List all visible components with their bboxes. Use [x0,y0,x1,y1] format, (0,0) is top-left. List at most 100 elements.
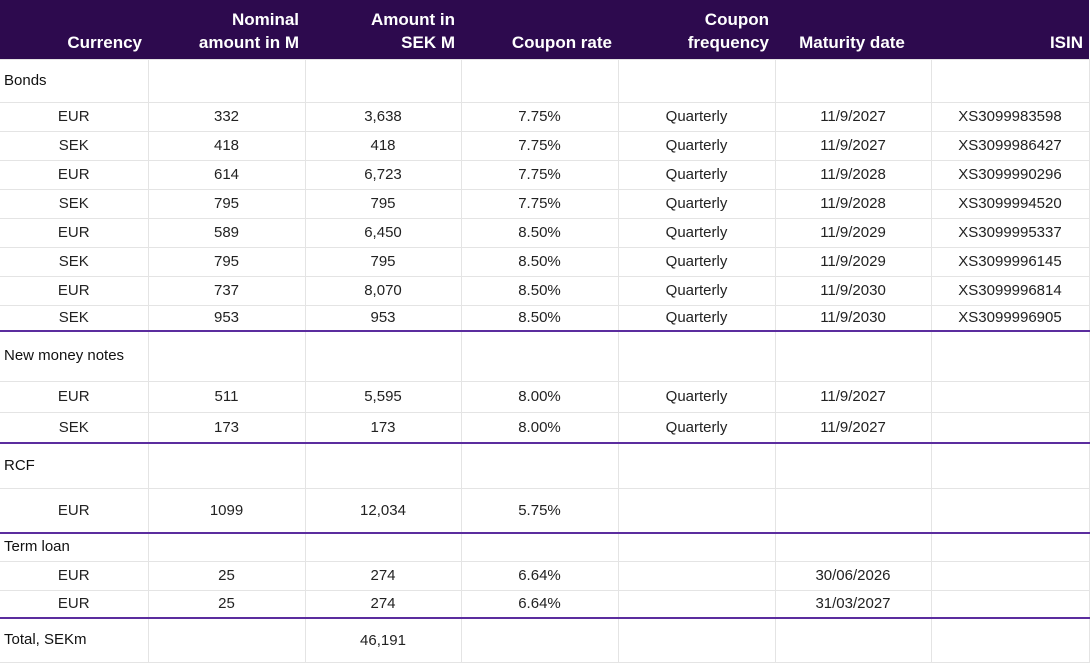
empty-cell [617,58,776,103]
cell-isin: XS3099983598 [930,101,1090,132]
cell-coupon-rate: 8.00% [460,380,619,413]
cell-coupon-frequency: Quarterly [617,275,776,306]
cell-currency: EUR [0,217,149,248]
header-currency: Currency [67,32,142,52]
cell-nominal: 795 [147,246,306,277]
cell-isin [930,560,1090,591]
empty-cell [774,532,932,562]
table-row: SEK 953 953 8.50% Quarterly 11/9/2030 XS309999… [0,304,1090,332]
table-row: EUR 1099 12,034 5.75% [0,487,1090,534]
cell-nominal: 953 [147,304,306,332]
cell-coupon-frequency [617,589,776,619]
cell-currency: SEK [0,130,149,161]
empty-cell [460,330,619,382]
cell-nominal: 173 [147,411,306,444]
empty-cell [147,58,306,103]
cell-sek: 274 [304,589,462,619]
table-row: SEK 795 795 7.75% Quarterly 11/9/2028 XS309999… [0,188,1090,219]
cell-isin: XS3099996814 [930,275,1090,306]
cell-maturity: 11/9/2027 [774,380,932,413]
header-row: Currency Nominal amount in M Amount in S… [0,0,1089,59]
cell-currency: EUR [0,487,149,534]
cell-sek: 12,034 [304,487,462,534]
cell-coupon-rate: 6.64% [460,589,619,619]
total-row: Total, SEKm 46,191 [0,617,1090,663]
header-coupon-frequency: Coupon frequency [687,9,769,52]
cell-coupon-rate: 8.50% [460,246,619,277]
header-maturity: Maturity date [799,32,905,52]
cell-currency: SEK [0,188,149,219]
cell-coupon-rate: 8.50% [460,217,619,248]
table-row: EUR 511 5,595 8.00% Quarterly 11/9/2027 [0,380,1090,413]
cell-isin [930,487,1090,534]
cell-coupon-frequency: Quarterly [617,411,776,444]
cell-coupon-rate: 8.50% [460,275,619,306]
empty-cell [774,442,932,489]
cell-maturity: 31/03/2027 [774,589,932,619]
cell-isin: XS3099994520 [930,188,1090,219]
cell-nominal: 1099 [147,487,306,534]
empty-cell [304,58,462,103]
cell-coupon-frequency: Quarterly [617,188,776,219]
cell-nominal: 511 [147,380,306,413]
cell-currency: EUR [0,159,149,190]
cell-isin: XS3099995337 [930,217,1090,248]
cell-coupon-rate: 6.64% [460,560,619,591]
cell-maturity [774,487,932,534]
header-coupon-rate: Coupon rate [511,32,612,52]
empty-cell [930,532,1090,562]
cell-coupon-frequency: Quarterly [617,304,776,332]
table-row: SEK 795 795 8.50% Quarterly 11/9/2029 XS309999… [0,246,1090,277]
header-sek: Amount in SEK M [370,9,455,52]
cell-isin: XS3099990296 [930,159,1090,190]
empty-cell [930,442,1090,489]
table-row: EUR 332 3,638 7.75% Quarterly 11/9/2027 XS3099… [0,101,1090,132]
cell-maturity: 11/9/2027 [774,130,932,161]
total-sek: 46,191 [304,617,462,663]
cell-isin: XS3099996145 [930,246,1090,277]
cell-maturity: 11/9/2029 [774,246,932,277]
cell-coupon-frequency: Quarterly [617,217,776,248]
empty-cell [147,532,306,562]
cell-maturity: 11/9/2028 [774,159,932,190]
cell-maturity: 11/9/2027 [774,101,932,132]
table-row: SEK 418 418 7.75% Quarterly 11/9/2027 XS309998… [0,130,1090,161]
empty-cell [147,330,306,382]
cell-sek: 6,723 [304,159,462,190]
cell-coupon-frequency [617,560,776,591]
table-row: EUR 25 274 6.64% 30/06/2026 [0,560,1090,591]
table-row: EUR 614 6,723 7.75% Quarterly 11/9/2028 XS3099… [0,159,1090,190]
cell-coupon-rate: 7.75% [460,130,619,161]
cell-nominal: 614 [147,159,306,190]
section-title: RCF [0,442,149,489]
header-nominal: Nominal amount in M [198,9,299,52]
section-row: Term loan [0,532,1090,562]
cell-currency: EUR [0,275,149,306]
empty-cell [617,330,776,382]
empty-cell [930,617,1090,663]
table-row: EUR 25 274 6.64% 31/03/2027 [0,589,1090,619]
empty-cell [774,330,932,382]
header-isin: ISIN [1049,32,1083,52]
table-row: EUR 737 8,070 8.50% Quarterly 11/9/2030 XS3099… [0,275,1090,306]
empty-cell [930,330,1090,382]
cell-sek: 274 [304,560,462,591]
cell-nominal: 332 [147,101,306,132]
cell-sek: 795 [304,188,462,219]
cell-sek: 418 [304,130,462,161]
empty-cell [460,617,619,663]
section-row: RCF [0,442,1090,489]
cell-coupon-frequency [617,487,776,534]
section-row: Bonds [0,58,1090,103]
cell-sek: 3,638 [304,101,462,132]
cell-maturity: 11/9/2029 [774,217,932,248]
cell-coupon-rate: 8.00% [460,411,619,444]
cell-currency: EUR [0,380,149,413]
cell-nominal: 737 [147,275,306,306]
cell-coupon-frequency: Quarterly [617,130,776,161]
table-row: SEK 173 173 8.00% Quarterly 11/9/2027 [0,411,1090,444]
empty-cell [774,58,932,103]
cell-nominal: 25 [147,560,306,591]
section-row: New money notes [0,330,1090,382]
cell-nominal: 589 [147,217,306,248]
